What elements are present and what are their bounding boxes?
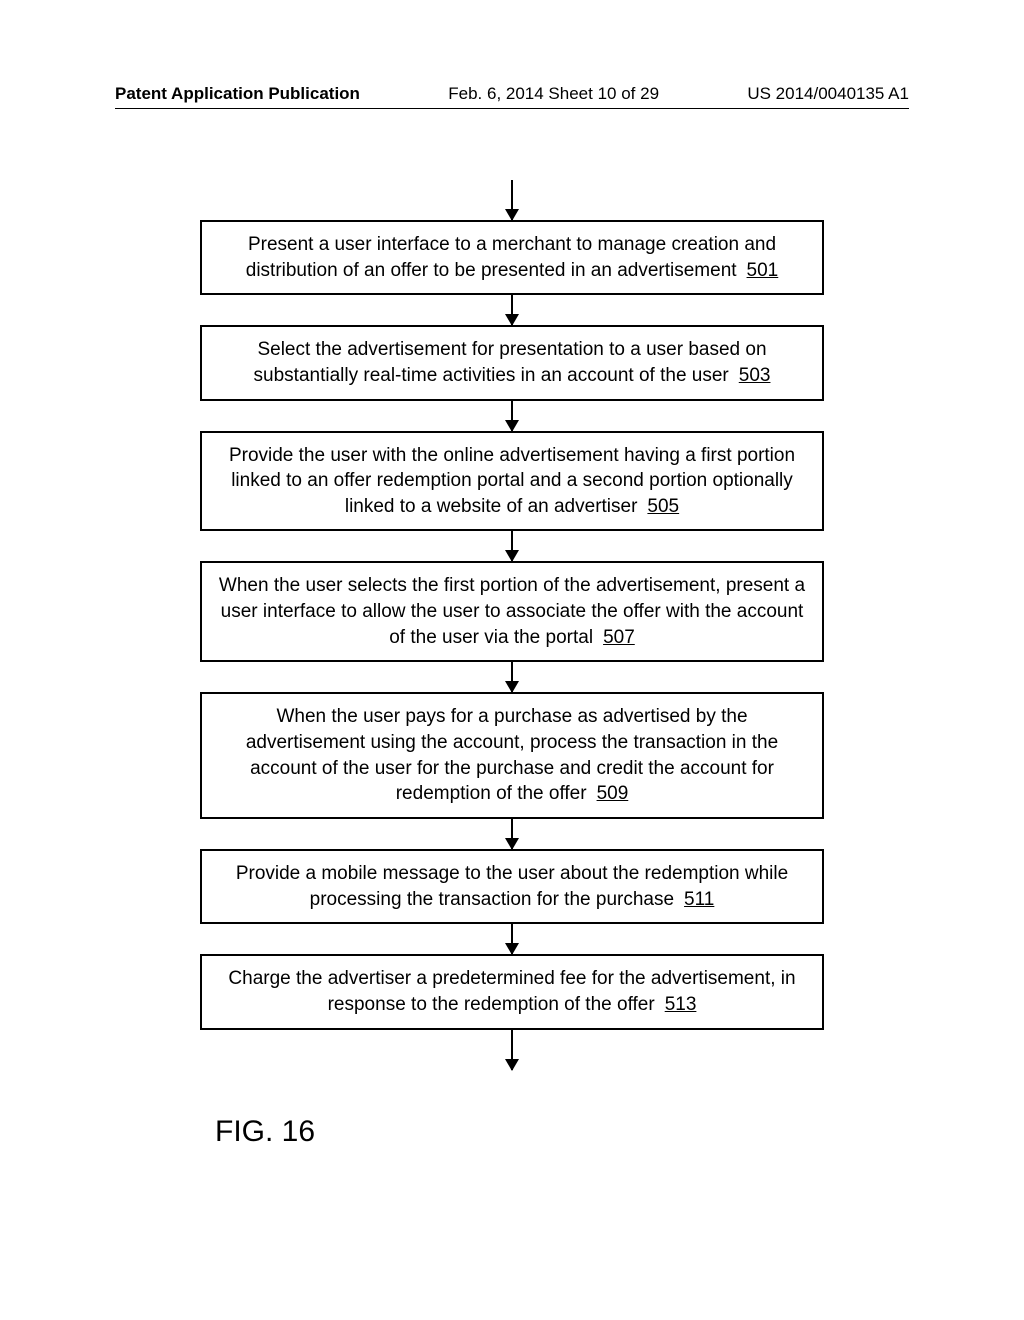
flow-node-ref: 503 (739, 365, 771, 386)
header-right: US 2014/0040135 A1 (747, 84, 909, 104)
flow-arrow (511, 401, 513, 431)
flow-node-text: Select the advertisement for presentatio… (254, 339, 767, 386)
flow-arrow (511, 295, 513, 325)
flowchart: Present a user interface to a merchant t… (200, 180, 824, 1070)
flow-node-text: Provide the user with the online adverti… (229, 445, 795, 517)
flow-node-509: When the user pays for a purchase as adv… (200, 692, 824, 819)
page-header: Patent Application Publication Feb. 6, 2… (0, 84, 1024, 104)
flow-node-501: Present a user interface to a merchant t… (200, 220, 824, 295)
flow-node-507: When the user selects the first portion … (200, 561, 824, 662)
flow-arrow (511, 924, 513, 954)
flow-node-ref: 509 (597, 783, 629, 804)
flow-node-ref: 507 (603, 627, 635, 648)
flow-arrow (511, 180, 513, 220)
flow-node-text: Charge the advertiser a predetermined fe… (228, 968, 795, 1015)
flow-node-ref: 501 (747, 260, 779, 281)
figure-label: FIG. 16 (215, 1115, 315, 1149)
flow-node-503: Select the advertisement for presentatio… (200, 325, 824, 400)
flow-arrow (511, 531, 513, 561)
header-left: Patent Application Publication (115, 84, 360, 104)
flow-arrow (511, 1030, 513, 1070)
flow-node-513: Charge the advertiser a predetermined fe… (200, 954, 824, 1029)
flow-node-ref: 505 (647, 496, 679, 517)
flow-node-ref: 511 (684, 889, 714, 910)
flow-node-ref: 513 (665, 994, 697, 1015)
flow-node-text: When the user pays for a purchase as adv… (246, 706, 778, 804)
flow-node-511: Provide a mobile message to the user abo… (200, 849, 824, 924)
flow-node-text: When the user selects the first portion … (219, 575, 805, 647)
header-rule (115, 108, 909, 109)
header-center: Feb. 6, 2014 Sheet 10 of 29 (448, 84, 659, 104)
flow-arrow (511, 662, 513, 692)
flow-node-505: Provide the user with the online adverti… (200, 431, 824, 532)
flow-arrow (511, 819, 513, 849)
flow-node-text: Present a user interface to a merchant t… (246, 234, 776, 281)
